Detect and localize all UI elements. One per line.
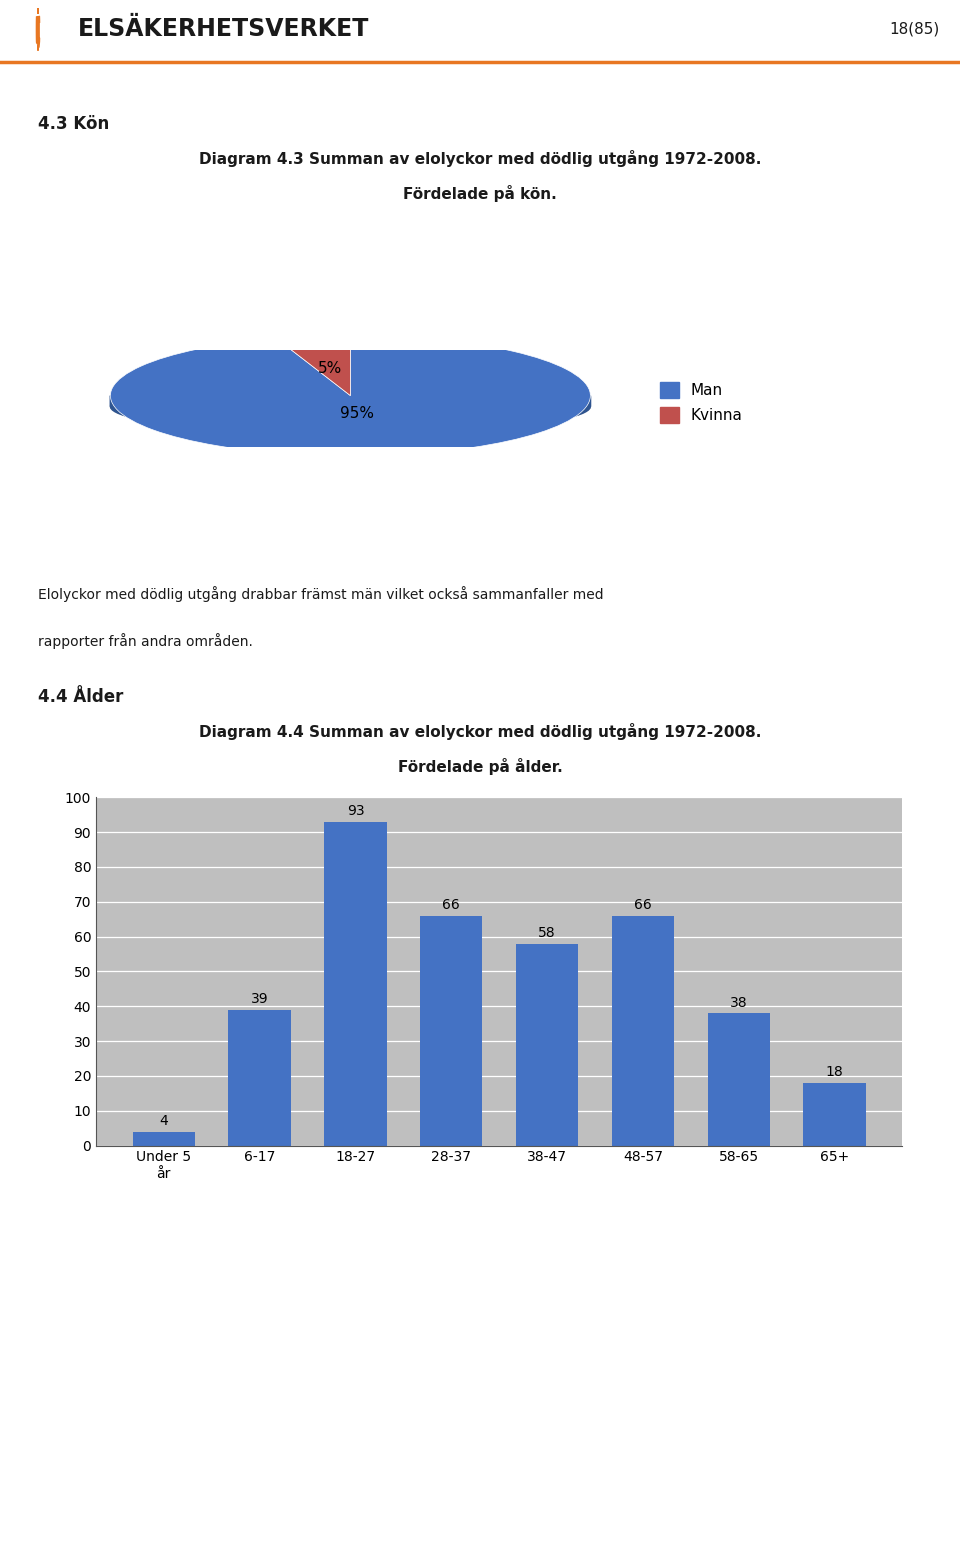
Text: 93: 93 [347,803,364,817]
Text: 38: 38 [730,995,748,1009]
Bar [132,1132,195,1146]
Wedge shape [110,336,590,455]
Polygon shape [350,396,590,407]
Bar [420,916,483,1146]
Bar [228,1009,291,1146]
Text: 4.3 Kön: 4.3 Kön [38,115,109,133]
Bar [516,943,578,1146]
Text: Fördelade på ålder.: Fördelade på ålder. [397,759,563,776]
Text: Fördelade på kön.: Fördelade på kön. [403,186,557,203]
Text: 58: 58 [539,926,556,940]
Text: ELSÄKERHETSVERKET: ELSÄKERHETSVERKET [78,17,370,42]
Bar [804,1084,866,1146]
Text: 66: 66 [634,898,652,912]
Bar [324,822,387,1146]
Text: 4.4 Ålder: 4.4 Ålder [38,687,124,706]
Text: 95%: 95% [340,406,374,421]
Text: 5%: 5% [318,361,342,376]
Wedge shape [276,336,350,396]
Ellipse shape [110,379,590,433]
Bar [708,1012,770,1146]
Polygon shape [110,396,350,407]
Text: Diagram 4.3 Summan av elolyckor med dödlig utgång 1972-2008.: Diagram 4.3 Summan av elolyckor med dödl… [199,150,761,167]
Text: 18: 18 [826,1065,844,1079]
Polygon shape [110,396,590,433]
Legend: Man, Kvinna: Man, Kvinna [660,382,743,423]
Bar [612,916,674,1146]
Text: Elolyckor med dödlig utgång drabbar främst män vilket också sammanfaller med: Elolyckor med dödlig utgång drabbar främ… [38,587,604,602]
Text: 66: 66 [443,898,460,912]
Text: rapporter från andra områden.: rapporter från andra områden. [38,633,253,649]
Text: 18(85): 18(85) [890,22,940,37]
Text: Diagram 4.4 Summan av elolyckor med dödlig utgång 1972-2008.: Diagram 4.4 Summan av elolyckor med dödl… [199,723,761,740]
Text: 4: 4 [159,1115,168,1128]
Text: 39: 39 [251,992,269,1006]
